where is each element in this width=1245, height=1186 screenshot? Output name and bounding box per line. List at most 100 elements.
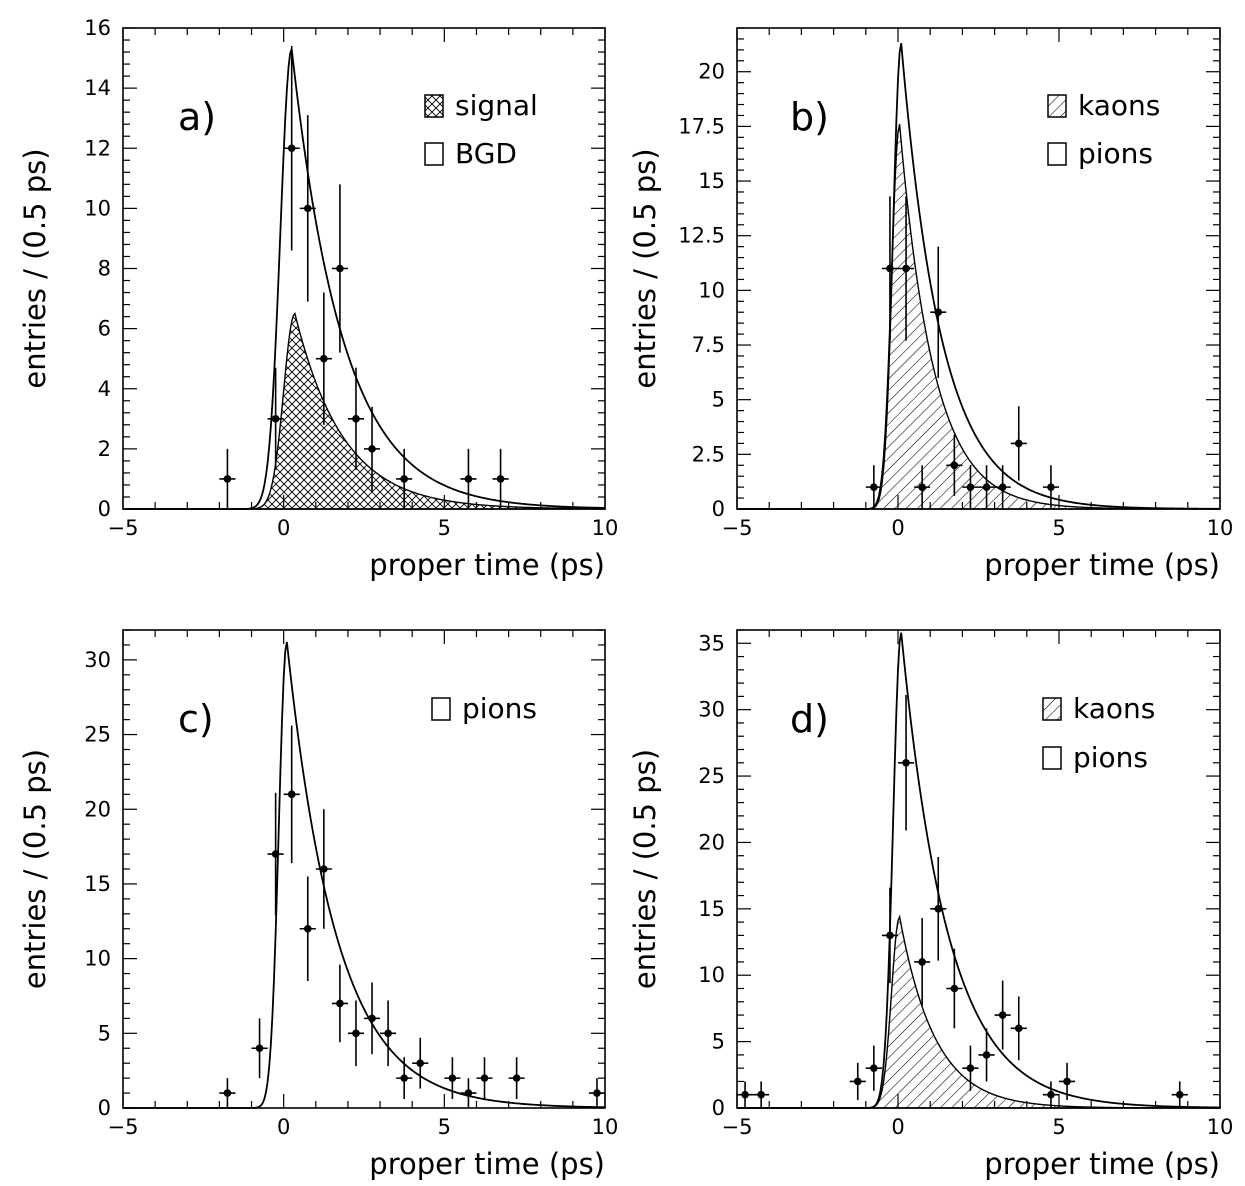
data-point xyxy=(982,1051,991,1059)
x-tick-label: 5 xyxy=(438,1115,451,1139)
data-point xyxy=(223,475,232,483)
y-tick-label: 4 xyxy=(98,377,111,401)
x-tick-label: 5 xyxy=(438,516,451,540)
y-tick-label: 20 xyxy=(84,797,111,821)
x-tick-label: 0 xyxy=(277,1115,290,1139)
x-tick-label: −5 xyxy=(722,1115,753,1139)
x-tick-label: 10 xyxy=(592,1115,619,1139)
data-point xyxy=(1014,439,1023,448)
data-point xyxy=(336,264,344,273)
data-point xyxy=(934,308,943,317)
x-tick-label: 0 xyxy=(277,516,290,540)
y-tick-label: 7.5 xyxy=(692,333,725,357)
data-point xyxy=(966,1064,975,1072)
y-tick-label: 0 xyxy=(98,497,111,521)
data-point xyxy=(950,984,959,993)
y-axis-label: entries / (0.5 ps) xyxy=(18,749,52,989)
panel-label: a) xyxy=(178,95,216,139)
data-point xyxy=(757,1090,765,1099)
legend-label: pions xyxy=(1073,741,1148,774)
y-tick-label: 10 xyxy=(84,947,111,971)
y-tick-label: 20 xyxy=(698,830,725,854)
data-point xyxy=(271,850,280,858)
y-tick-label: 2.5 xyxy=(692,442,725,466)
data-point xyxy=(400,1074,408,1082)
legend-swatch-open xyxy=(424,142,444,166)
data-point xyxy=(934,905,943,913)
y-tick-label: 10 xyxy=(698,278,725,302)
data-point xyxy=(886,931,894,940)
data-point xyxy=(998,1011,1007,1019)
legend-swatch-open xyxy=(431,697,451,721)
panel-label: b) xyxy=(790,95,829,139)
legend-swatch-hatch xyxy=(1042,697,1062,721)
data-point xyxy=(320,354,328,363)
y-tick-label: 30 xyxy=(84,648,111,672)
y-tick-label: 15 xyxy=(698,169,725,193)
x-tick-label: −5 xyxy=(722,516,753,540)
y-tick-label: 25 xyxy=(84,723,111,747)
data-point xyxy=(448,1074,457,1082)
legend-swatch-hatch xyxy=(1047,94,1067,118)
data-point xyxy=(741,1090,749,1099)
data-point xyxy=(982,483,991,491)
legend-label: BGD xyxy=(455,137,517,170)
data-point xyxy=(1175,1090,1184,1099)
curve-hatch-d xyxy=(737,914,1221,1109)
data-point xyxy=(400,475,408,483)
data-point xyxy=(287,790,296,799)
y-tick-label: 10 xyxy=(698,963,725,987)
data-point xyxy=(464,475,473,483)
y-tick-label: 0 xyxy=(712,1096,725,1120)
data-point xyxy=(918,958,926,966)
y-tick-label: 20 xyxy=(698,60,725,84)
x-tick-label: −5 xyxy=(108,516,139,540)
y-tick-label: 35 xyxy=(698,631,725,655)
data-point xyxy=(384,1029,392,1038)
data-point xyxy=(223,1089,232,1097)
data-point xyxy=(303,924,312,933)
legend-label: pions xyxy=(462,692,537,725)
y-tick-label: 0 xyxy=(98,1096,111,1120)
data-point xyxy=(870,483,878,491)
data-point xyxy=(966,483,975,491)
legend-label: kaons xyxy=(1073,692,1155,725)
data-point xyxy=(352,1029,360,1038)
curve-crosshatch-a xyxy=(123,312,606,510)
y-axis-label: entries / (0.5 ps) xyxy=(628,148,662,388)
y-tick-label: 17.5 xyxy=(678,114,725,138)
data-point xyxy=(352,415,360,423)
panel-label: c) xyxy=(178,697,214,741)
y-tick-label: 16 xyxy=(84,16,111,40)
data-point xyxy=(870,1064,878,1072)
y-axis-label: entries / (0.5 ps) xyxy=(628,749,662,989)
data-point xyxy=(368,445,376,453)
x-tick-label: 10 xyxy=(1207,516,1234,540)
y-tick-label: 6 xyxy=(98,317,111,341)
y-axis-label: entries / (0.5 ps) xyxy=(18,148,52,388)
y-tick-label: 15 xyxy=(698,897,725,921)
data-point xyxy=(255,1044,264,1053)
data-point xyxy=(336,999,344,1008)
data-point xyxy=(464,1089,473,1097)
y-tick-label: 25 xyxy=(698,764,725,788)
x-tick-label: 10 xyxy=(592,516,619,540)
x-axis-label: proper time (ps) xyxy=(369,1147,605,1181)
data-point xyxy=(886,264,894,273)
y-tick-label: 12 xyxy=(84,136,111,160)
data-point xyxy=(416,1059,425,1067)
x-tick-label: 0 xyxy=(891,516,904,540)
legend-swatch-crosshatch xyxy=(424,94,444,118)
data-point xyxy=(320,865,328,873)
x-tick-label: 0 xyxy=(891,1115,904,1139)
data-point xyxy=(1014,1024,1023,1033)
legend-swatch-open xyxy=(1047,142,1067,166)
data-point xyxy=(902,758,910,767)
y-tick-label: 5 xyxy=(98,1021,111,1045)
data-point xyxy=(368,1014,376,1023)
data-point xyxy=(480,1074,489,1082)
x-axis-label: proper time (ps) xyxy=(984,548,1220,582)
